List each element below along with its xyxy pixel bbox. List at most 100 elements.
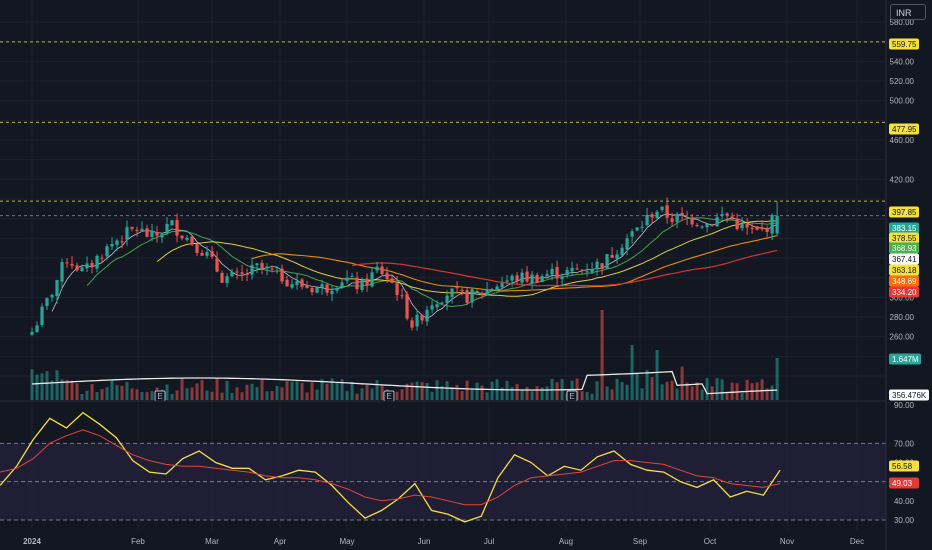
rsi-tick-label: 90.00: [894, 401, 915, 410]
time-scale[interactable]: 2024 Feb Mar Apr May Jun Jul Aug Sep Oct Nov Dec: [23, 537, 864, 546]
volume-bar: [535, 386, 539, 400]
candlesticks: [30, 197, 779, 336]
volume-bar: [485, 392, 489, 400]
volume-bar: [250, 383, 254, 400]
horizontal-levels: [0, 41, 886, 217]
price-tag-label: 56.58: [892, 462, 913, 471]
price-tag-label: 368.93: [892, 244, 917, 253]
volume-bar: [355, 393, 359, 400]
volume-bar: [280, 387, 284, 400]
price-tag-label: 397.85: [892, 208, 917, 217]
candle-body: [105, 246, 109, 257]
candle-body: [210, 251, 214, 257]
candle-body: [435, 304, 439, 308]
candle-body: [170, 220, 174, 226]
volume-bar: [725, 392, 729, 400]
price-tag-label: 1.647M: [892, 355, 919, 364]
candle-body: [500, 283, 504, 288]
price-tag: 56.58: [889, 460, 919, 472]
ma-65-line: [351, 249, 778, 287]
time-tick-label: Jul: [484, 537, 494, 546]
rsi-band: [0, 442, 886, 521]
volume-bar: [470, 389, 474, 400]
currency-button[interactable]: INR: [890, 4, 926, 20]
earnings-marker[interactable]: E: [566, 390, 578, 402]
price-tick-label: 280.00: [890, 313, 915, 322]
candle-body: [610, 254, 614, 258]
volume-bar: [570, 380, 574, 400]
volume-bar: [130, 388, 134, 400]
price-tag: 49.03: [889, 477, 919, 489]
volume-bar: [600, 310, 604, 400]
volume-bar: [45, 371, 49, 400]
volume-bar: [640, 388, 644, 400]
ma-short-line: [51, 213, 778, 319]
price-tag-bg: [889, 389, 929, 401]
volume-bar: [235, 387, 239, 400]
candle-body: [90, 263, 94, 268]
volume-bar: [770, 385, 774, 400]
candle-body: [55, 280, 59, 297]
price-tag-label: 49.03: [892, 479, 913, 488]
price-tag-bg: [889, 264, 919, 276]
candle-body: [75, 265, 79, 271]
candle-body: [240, 272, 244, 275]
volume-bar: [500, 387, 504, 400]
candle-body: [225, 276, 229, 284]
candle-body: [775, 215, 779, 234]
volume-bar: [585, 392, 589, 400]
volume-bar: [85, 390, 89, 400]
candle-body: [190, 236, 194, 245]
earnings-marker[interactable]: E: [154, 390, 166, 402]
volume-bar: [370, 388, 374, 400]
volume-bar: [95, 392, 99, 400]
volume-bar: [165, 384, 169, 400]
candle-body: [245, 274, 249, 276]
volume-bar: [225, 380, 229, 400]
candle-body: [125, 227, 129, 240]
volume-bar: [555, 382, 559, 400]
volume-bar: [405, 383, 409, 400]
candle-body: [450, 288, 454, 297]
candle-body: [35, 325, 39, 333]
volume-bar: [515, 384, 519, 400]
price-tag-label: 367.41: [892, 255, 917, 264]
candle-body: [575, 268, 579, 270]
price-tag: 397.85: [889, 206, 919, 218]
candle-body: [545, 274, 549, 277]
volume-bar: [620, 381, 624, 400]
volume-bar: [50, 380, 54, 400]
rsi-ma-line: [0, 429, 781, 506]
volume-bar: [775, 358, 779, 400]
volume-bar: [220, 392, 224, 400]
price-tag-label: 363.18: [892, 266, 917, 275]
price-tag: 368.93: [889, 242, 919, 254]
candle-body: [235, 271, 239, 273]
volume-bar: [70, 380, 74, 400]
volume-bar: [615, 378, 619, 400]
price-tag-bg: [889, 206, 919, 218]
price-tag-label: 383.15: [892, 224, 917, 233]
candle-body: [180, 235, 184, 239]
candle-body: [430, 305, 434, 310]
volume-bar: [520, 389, 524, 400]
candle-body: [695, 224, 699, 226]
candle-body: [215, 258, 219, 272]
candle-body: [270, 268, 274, 270]
volume-bar: [265, 391, 269, 400]
earnings-marker[interactable]: E: [383, 390, 395, 402]
price-tag: 334.20: [889, 286, 919, 298]
candle-body: [350, 276, 354, 278]
volume-bar: [510, 387, 514, 400]
candle-body: [70, 263, 74, 266]
candle-body: [740, 224, 744, 229]
candle-body: [670, 218, 674, 223]
volume-bar: [435, 380, 439, 400]
volume-bar: [350, 381, 354, 400]
candle-body: [410, 320, 414, 328]
price-tag-label: 559.75: [892, 40, 917, 49]
volume-bar: [295, 381, 299, 400]
candle-body: [260, 262, 264, 269]
